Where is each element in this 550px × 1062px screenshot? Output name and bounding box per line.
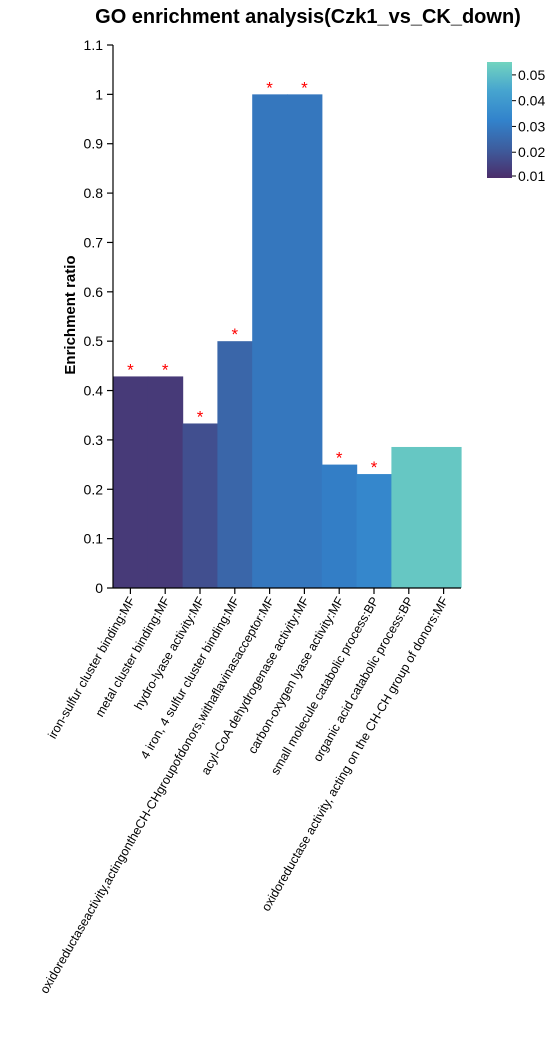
y-tick-label: 0.6 [84,284,104,300]
y-tick-label: 1 [95,86,103,102]
y-axis-label: Enrichment ratio [62,255,79,374]
significance-marker: * [371,458,378,477]
significance-marker: * [162,360,169,379]
y-tick-label: 0.5 [84,333,104,349]
significance-marker: * [231,325,238,344]
colorbar-gradient [487,62,512,178]
colorbar-legend: 0.01 0.02 0.03 0.04 0.05 [487,62,545,184]
y-tick-label: 0.9 [84,136,104,152]
bar [391,446,427,588]
y-tick-label: 0.1 [84,531,104,547]
x-tick-label: oxidoreductaseactivity,actingontheCH-CHg… [37,594,277,996]
y-axis: 0 0.1 0.2 0.3 0.4 0.5 0.6 0.7 0.8 0.9 1 1.1 [84,37,114,596]
bar [426,446,462,588]
bars-layer [113,94,462,588]
bar [356,474,392,588]
y-tick-label: 0.4 [84,383,104,399]
y-tick-label: 0.2 [84,481,104,497]
significance-marker: * [266,78,273,97]
bar [147,376,184,588]
y-tick-label: 0.3 [84,432,104,448]
colorbar-tick-label: 0.05 [518,67,545,83]
bar [287,94,323,588]
y-tick-label: 0 [95,580,103,596]
colorbar-tick-label: 0.03 [518,118,545,134]
bar [182,423,218,588]
y-tick-label: 1.1 [84,37,104,53]
chart-title: GO enrichment analysis(Czk1_vs_CK_down) [95,6,521,28]
colorbar-tick-label: 0.04 [518,93,545,109]
significance-marker: * [301,78,308,97]
y-tick-label: 0.7 [84,234,104,250]
colorbar-tick-label: 0.01 [518,168,545,184]
colorbar-tick-label: 0.02 [518,144,545,160]
y-tick-label: 0.8 [84,185,104,201]
bar [217,341,253,588]
bar [321,464,358,588]
significance-marker: * [336,449,343,468]
significance-marker: * [127,360,134,379]
bar [113,376,149,588]
significance-marker: * [197,407,204,426]
significance-markers: * * * * * * * * [127,78,378,477]
bar [252,94,288,588]
